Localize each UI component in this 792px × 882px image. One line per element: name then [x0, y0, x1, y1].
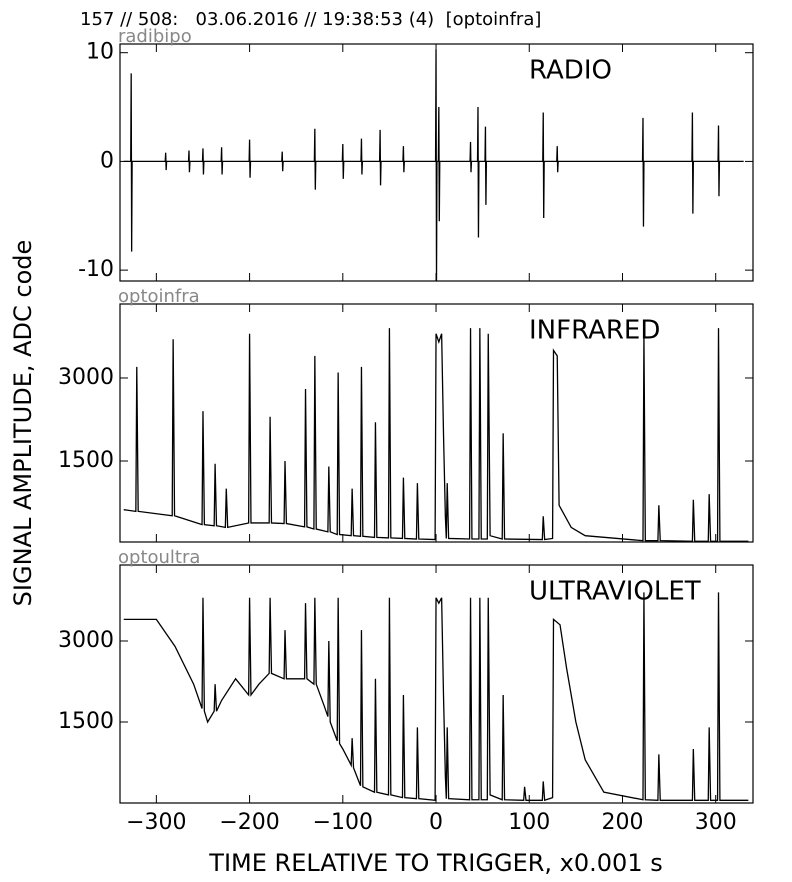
y-tick-label: -10 [78, 257, 114, 282]
y-tick-label: 10 [86, 40, 114, 65]
y-tick-label: 1500 [58, 709, 114, 734]
figure-title: 157 // 508: 03.06.2016 // 19:38:53 (4) [… [80, 9, 541, 30]
x-tick-label: −100 [313, 810, 373, 835]
panel-annotation: INFRARED [529, 316, 660, 346]
x-axis-label: TIME RELATIVE TO TRIGGER, x0.001 s [208, 849, 662, 877]
y-tick-label: 3000 [58, 628, 114, 653]
signal-trace [123, 328, 749, 542]
x-tick-label: −300 [126, 810, 186, 835]
plot-area [123, 328, 749, 542]
x-tick-label: −200 [219, 810, 279, 835]
y-tick-label: 3000 [58, 365, 114, 390]
y-axis-label: SIGNAL AMPLITUDE, ADC code [9, 240, 37, 607]
panel-annotation: RADIO [529, 56, 612, 86]
y-tick-label: 0 [100, 148, 114, 173]
signal-trace [123, 49, 744, 281]
x-tick-label: 0 [429, 810, 443, 835]
panel-label: optoultra [118, 547, 200, 568]
panel-annotation: ULTRAVIOLET [529, 577, 701, 607]
x-tick-label: 300 [695, 810, 737, 835]
plot-area [123, 49, 744, 281]
plot-area [123, 592, 749, 802]
panel-label: radibipo [118, 26, 192, 47]
y-tick-label: 1500 [58, 448, 114, 473]
panel-label: optoinfra [118, 286, 200, 307]
x-tick-label: 100 [508, 810, 550, 835]
signal-trace [123, 592, 749, 802]
x-tick-label: 200 [601, 810, 643, 835]
